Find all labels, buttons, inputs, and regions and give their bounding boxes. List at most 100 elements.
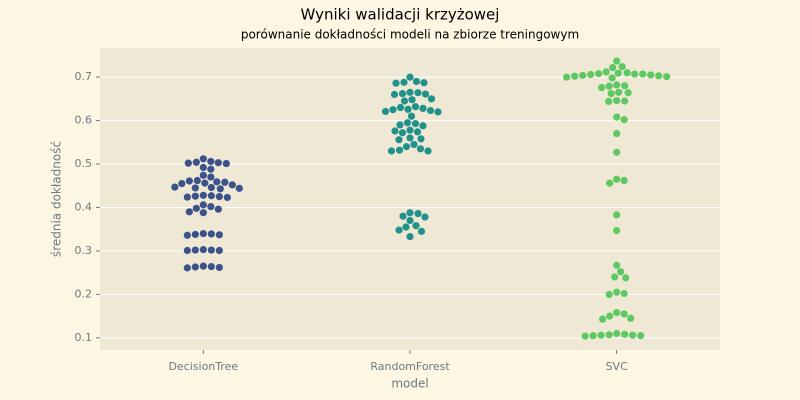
swarm-point — [408, 96, 416, 104]
swarm-point — [389, 106, 397, 114]
swarm-point — [406, 232, 414, 241]
swarm-point — [191, 230, 199, 239]
swarm-point — [398, 129, 407, 137]
swarm-point — [402, 143, 411, 151]
swarm-point — [620, 176, 628, 185]
swarm-point — [412, 77, 421, 86]
swarm-point — [613, 211, 621, 219]
swarm-point — [185, 177, 193, 185]
swarm-point — [613, 261, 621, 269]
swarm-point — [613, 226, 621, 235]
swarm-point — [395, 146, 404, 154]
swarm-point — [215, 193, 223, 201]
swarm-point — [199, 246, 207, 254]
chart-subtitle: porównanie dokładności modeli na zbiorze… — [241, 28, 579, 42]
y-axis-label: średnia dokładność — [50, 141, 64, 257]
y-tick-label: 0.5 — [75, 157, 93, 170]
swarm-point — [434, 108, 442, 116]
swarm-point — [199, 191, 207, 199]
swarm-point — [207, 183, 215, 192]
swarm-point — [183, 264, 191, 272]
x-tick-label: RandomForest — [370, 360, 450, 373]
swarm-point — [631, 70, 639, 78]
swarm-point — [419, 122, 427, 130]
swarm-point — [222, 159, 230, 168]
swarm-point — [400, 78, 408, 86]
swarm-point — [215, 246, 223, 255]
swarm-point — [191, 192, 199, 200]
swarm-point — [579, 71, 587, 79]
swarm-point — [207, 230, 215, 238]
swarm-point — [424, 147, 432, 155]
swarm-point — [392, 79, 400, 87]
swarm-point — [406, 126, 414, 134]
swarm-point — [404, 105, 412, 113]
swarm-point — [184, 159, 192, 167]
swarm-point — [620, 310, 628, 318]
swarm-point — [629, 331, 637, 339]
swarm-point — [589, 332, 597, 340]
swarm-point — [221, 178, 229, 186]
swarm-point — [398, 90, 407, 98]
swarm-point — [622, 274, 630, 282]
swarm-point — [623, 69, 631, 77]
swarm-point — [605, 290, 613, 298]
swarm-point — [215, 231, 223, 239]
y-tick-label: 0.7 — [75, 70, 93, 83]
swarm-point — [606, 312, 614, 320]
swarm-point — [620, 116, 628, 124]
swarm-point — [410, 140, 418, 149]
swarm-point — [613, 288, 621, 296]
swarm-point — [621, 82, 629, 90]
swarm-point — [192, 204, 200, 212]
swarm-point — [663, 73, 671, 81]
swarm-point — [609, 63, 617, 72]
swarm-point — [406, 73, 414, 81]
swarm-point — [411, 103, 420, 111]
swarm-point — [403, 119, 412, 127]
swarm-point — [605, 97, 613, 106]
swarm-point — [611, 273, 619, 281]
swarm-point — [235, 184, 243, 192]
y-tick-label: 0.6 — [75, 114, 93, 127]
swarm-point — [171, 183, 179, 191]
swarm-point — [387, 147, 396, 155]
swarm-point — [207, 173, 215, 181]
y-tick-label: 0.4 — [75, 200, 93, 213]
swarm-point — [599, 315, 607, 323]
swarm-point — [613, 175, 621, 183]
swarm-point — [199, 171, 207, 179]
swarm-point — [228, 181, 236, 189]
swarm-point — [216, 185, 224, 193]
swarm-point — [426, 106, 435, 115]
chart-title: Wyniki walidacji krzyżowej — [301, 6, 500, 24]
swarm-point — [191, 263, 199, 271]
swarm-point — [413, 128, 422, 136]
swarm-point — [608, 74, 616, 82]
swarm-point — [207, 165, 215, 173]
swarm-point — [390, 90, 399, 99]
swarm-point — [613, 309, 621, 317]
swarm-point — [399, 212, 407, 220]
swarm-point — [411, 120, 420, 128]
swarm-point — [183, 246, 191, 255]
swarm-point — [395, 226, 403, 234]
swarm-point — [406, 134, 414, 142]
swarm-point — [613, 96, 621, 105]
swarm-point — [199, 262, 207, 270]
swarm-point — [192, 158, 200, 166]
swarm-point — [421, 90, 430, 98]
swarm-point — [406, 209, 414, 217]
swarm-point — [396, 103, 405, 112]
x-tick-label: SVC — [606, 360, 629, 373]
x-tick-label: DecisionTree — [168, 360, 238, 373]
swarm-point — [178, 179, 186, 188]
swarm-point — [416, 145, 425, 153]
swarm-point — [185, 208, 193, 216]
swarm-point — [193, 176, 201, 185]
swarm-point — [627, 314, 635, 322]
swarm-point — [183, 193, 191, 201]
swarm-point — [617, 268, 625, 276]
swarm-point — [615, 88, 623, 96]
swarm-point — [607, 90, 615, 98]
